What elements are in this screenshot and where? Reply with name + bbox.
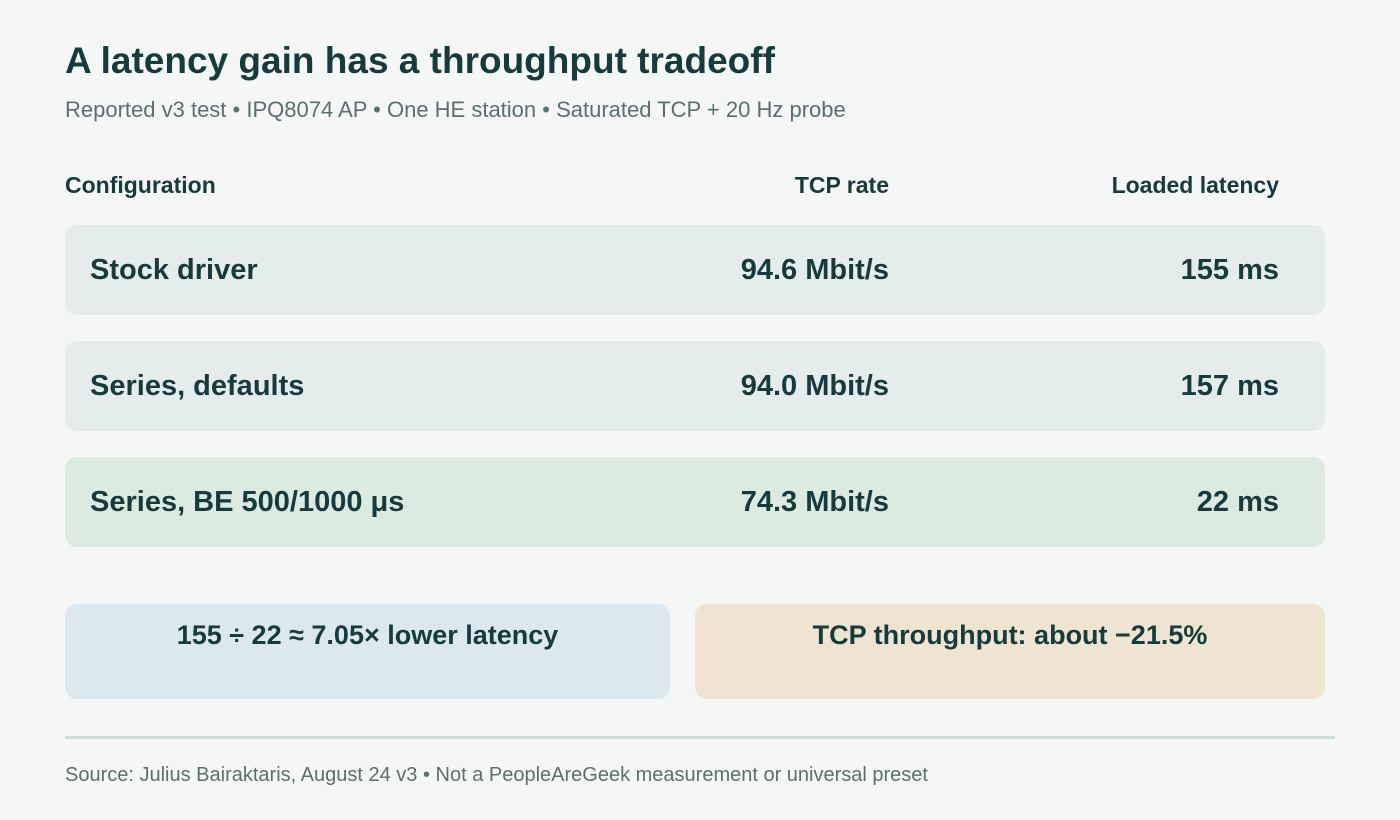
- callout: 155 ÷ 22 ≈ 7.05× lower latency: [65, 604, 670, 699]
- column-header: Loaded latency: [1111, 172, 1279, 198]
- column-header: TCP rate: [794, 172, 889, 198]
- cell: Stock driver: [90, 254, 258, 286]
- cell: Series, BE 500/1000 μs: [90, 486, 405, 518]
- callout: TCP throughput: about −21.5%: [695, 604, 1325, 699]
- divider: [65, 736, 1335, 739]
- cell: 22 ms: [1196, 486, 1279, 518]
- table-row: Series, BE 500/1000 μs 74.3 Mbit/s 22 ms: [65, 457, 1325, 547]
- subtitle: Reported v3 test • IPQ8074 AP • One HE s…: [65, 97, 846, 122]
- cell: 74.3 Mbit/s: [740, 486, 889, 518]
- title: A latency gain has a throughput tradeoff: [65, 40, 775, 81]
- cell: 155 ms: [1180, 254, 1279, 286]
- column-header: Configuration: [65, 172, 216, 198]
- cell: 157 ms: [1180, 370, 1279, 402]
- table-row: Stock driver 94.6 Mbit/s 155 ms: [65, 225, 1325, 315]
- cell: 94.6 Mbit/s: [740, 254, 889, 286]
- cell: 94.0 Mbit/s: [740, 370, 889, 402]
- cell: Series, defaults: [90, 370, 305, 402]
- table-row: Series, defaults 94.0 Mbit/s 157 ms: [65, 341, 1325, 431]
- footer: Source: Julius Bairaktaris, August 24 v3…: [65, 764, 928, 786]
